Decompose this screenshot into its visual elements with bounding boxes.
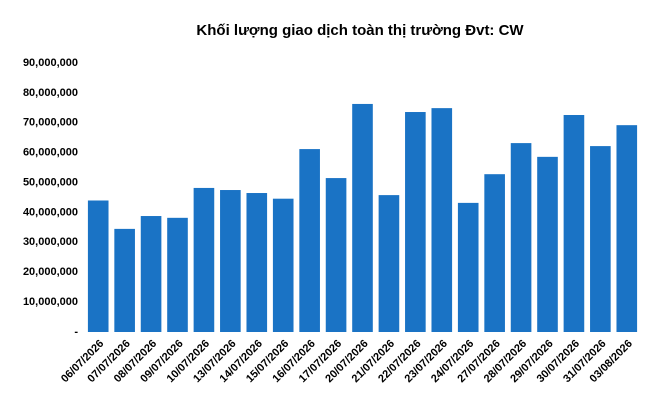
bar	[246, 193, 268, 332]
bar	[431, 108, 453, 332]
bar	[616, 125, 638, 333]
bar	[167, 217, 188, 332]
y-tick-label: 20,000,000	[23, 266, 78, 278]
bar	[537, 156, 558, 332]
y-tick-label: 40,000,000	[23, 206, 78, 218]
chart-title: Khối lượng giao dịch toàn thị trường Đvt…	[196, 22, 524, 39]
bar	[590, 146, 611, 332]
bar	[510, 143, 532, 332]
y-tick-label: 30,000,000	[23, 236, 78, 248]
bar	[325, 178, 347, 332]
bar	[484, 174, 505, 332]
y-tick-label: 90,000,000	[23, 57, 78, 69]
y-tick-label: 70,000,000	[23, 117, 78, 129]
bar	[220, 190, 241, 332]
bar	[114, 228, 135, 332]
bar	[378, 195, 400, 332]
y-tick-label: -	[74, 326, 78, 338]
bar	[405, 112, 426, 332]
bar	[193, 187, 215, 332]
y-tick-label: 10,000,000	[23, 296, 78, 308]
bar	[563, 115, 585, 332]
y-tick-label: 50,000,000	[23, 176, 78, 188]
bar	[352, 103, 373, 332]
bar	[272, 198, 294, 332]
bar	[299, 149, 320, 332]
y-tick-label: 60,000,000	[23, 147, 78, 159]
bar	[457, 202, 479, 332]
bar	[87, 200, 109, 332]
y-tick-label: 80,000,000	[23, 87, 78, 99]
bar	[140, 216, 162, 332]
